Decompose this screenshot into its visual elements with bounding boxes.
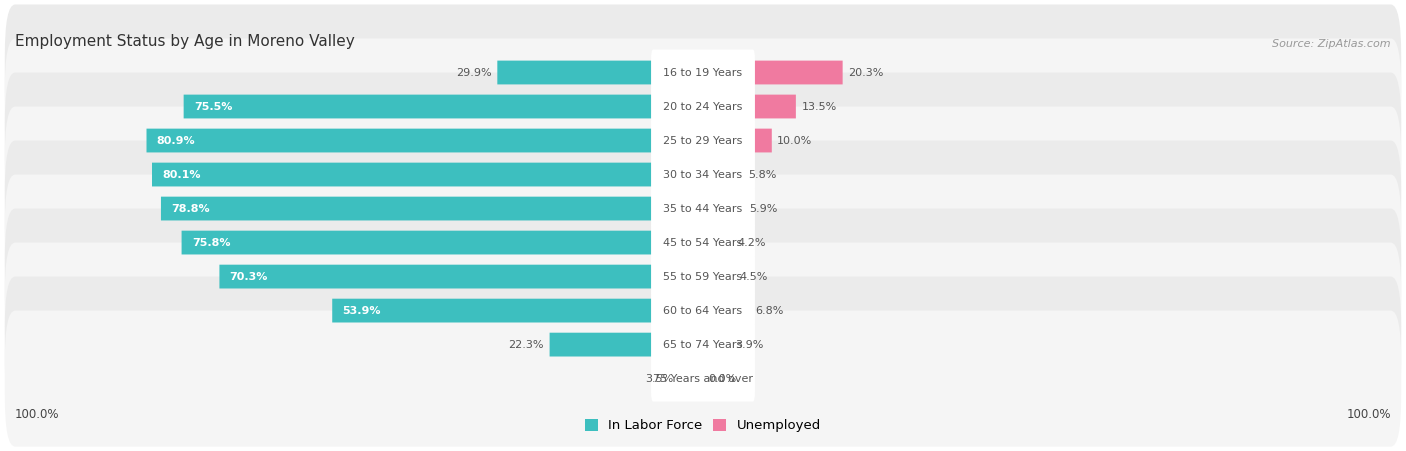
Text: 16 to 19 Years: 16 to 19 Years: [664, 68, 742, 78]
Legend: In Labor Force, Unemployed: In Labor Force, Unemployed: [581, 415, 825, 436]
FancyBboxPatch shape: [651, 356, 755, 401]
FancyBboxPatch shape: [152, 163, 703, 186]
FancyBboxPatch shape: [550, 333, 703, 356]
Text: 3.5%: 3.5%: [645, 373, 673, 384]
FancyBboxPatch shape: [703, 60, 842, 84]
Text: 80.1%: 80.1%: [162, 170, 201, 179]
FancyBboxPatch shape: [181, 230, 703, 254]
FancyBboxPatch shape: [651, 322, 755, 368]
FancyBboxPatch shape: [4, 175, 1402, 311]
FancyBboxPatch shape: [703, 299, 749, 322]
FancyBboxPatch shape: [4, 5, 1402, 141]
Text: Source: ZipAtlas.com: Source: ZipAtlas.com: [1272, 39, 1391, 49]
FancyBboxPatch shape: [4, 73, 1402, 208]
FancyBboxPatch shape: [4, 141, 1402, 276]
Text: 55 to 59 Years: 55 to 59 Years: [664, 272, 742, 281]
FancyBboxPatch shape: [651, 288, 755, 334]
Text: 4.5%: 4.5%: [740, 272, 768, 281]
FancyBboxPatch shape: [498, 60, 703, 84]
FancyBboxPatch shape: [651, 152, 755, 198]
FancyBboxPatch shape: [4, 38, 1402, 175]
Text: 100.0%: 100.0%: [1347, 408, 1391, 420]
Text: 5.8%: 5.8%: [748, 170, 776, 179]
Text: 29.9%: 29.9%: [456, 68, 492, 78]
FancyBboxPatch shape: [651, 186, 755, 231]
FancyBboxPatch shape: [184, 95, 703, 119]
FancyBboxPatch shape: [332, 299, 703, 322]
Text: 65 to 74 Years: 65 to 74 Years: [664, 340, 742, 350]
FancyBboxPatch shape: [703, 95, 796, 119]
Text: Employment Status by Age in Moreno Valley: Employment Status by Age in Moreno Valle…: [15, 34, 354, 49]
FancyBboxPatch shape: [703, 265, 734, 289]
Text: 20.3%: 20.3%: [848, 68, 883, 78]
Text: 75 Years and over: 75 Years and over: [652, 373, 754, 384]
Text: 75.5%: 75.5%: [194, 101, 232, 111]
FancyBboxPatch shape: [651, 220, 755, 266]
Text: 60 to 64 Years: 60 to 64 Years: [664, 306, 742, 316]
Text: 35 to 44 Years: 35 to 44 Years: [664, 203, 742, 214]
FancyBboxPatch shape: [651, 50, 755, 96]
Text: 75.8%: 75.8%: [191, 238, 231, 248]
FancyBboxPatch shape: [651, 118, 755, 164]
Text: 78.8%: 78.8%: [172, 203, 209, 214]
FancyBboxPatch shape: [160, 197, 703, 221]
FancyBboxPatch shape: [4, 243, 1402, 379]
FancyBboxPatch shape: [4, 106, 1402, 243]
Text: 5.9%: 5.9%: [749, 203, 778, 214]
Text: 4.2%: 4.2%: [737, 238, 766, 248]
Text: 100.0%: 100.0%: [15, 408, 59, 420]
Text: 80.9%: 80.9%: [157, 136, 195, 146]
FancyBboxPatch shape: [703, 163, 742, 186]
FancyBboxPatch shape: [146, 129, 703, 152]
Text: 13.5%: 13.5%: [801, 101, 837, 111]
FancyBboxPatch shape: [703, 230, 733, 254]
FancyBboxPatch shape: [219, 265, 703, 289]
Text: 3.9%: 3.9%: [735, 340, 763, 350]
Text: 70.3%: 70.3%: [229, 272, 269, 281]
FancyBboxPatch shape: [4, 208, 1402, 345]
Text: 25 to 29 Years: 25 to 29 Years: [664, 136, 742, 146]
FancyBboxPatch shape: [4, 311, 1402, 446]
FancyBboxPatch shape: [4, 276, 1402, 413]
Text: 20 to 24 Years: 20 to 24 Years: [664, 101, 742, 111]
Text: 10.0%: 10.0%: [778, 136, 813, 146]
Text: 6.8%: 6.8%: [755, 306, 783, 316]
FancyBboxPatch shape: [703, 333, 730, 356]
Text: 0.0%: 0.0%: [709, 373, 737, 384]
FancyBboxPatch shape: [703, 129, 772, 152]
FancyBboxPatch shape: [651, 83, 755, 129]
Text: 22.3%: 22.3%: [509, 340, 544, 350]
FancyBboxPatch shape: [651, 253, 755, 299]
Text: 45 to 54 Years: 45 to 54 Years: [664, 238, 742, 248]
Text: 53.9%: 53.9%: [343, 306, 381, 316]
FancyBboxPatch shape: [679, 367, 703, 391]
FancyBboxPatch shape: [703, 197, 744, 221]
Text: 30 to 34 Years: 30 to 34 Years: [664, 170, 742, 179]
